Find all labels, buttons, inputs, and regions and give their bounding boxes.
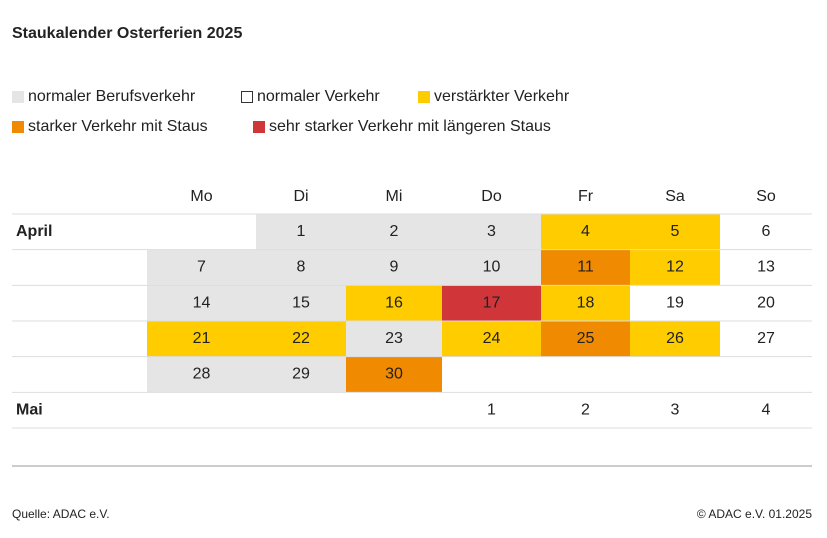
day-number: 19 — [666, 294, 684, 311]
day-number: 13 — [757, 259, 775, 276]
day-number: 9 — [390, 259, 399, 276]
day-number: 26 — [666, 330, 684, 347]
day-cell — [346, 321, 442, 357]
month-label: April — [16, 223, 52, 240]
day-cell — [256, 321, 346, 357]
day-cell — [256, 356, 346, 393]
day-number: 6 — [762, 223, 771, 240]
day-number: 25 — [577, 330, 595, 347]
day-number: 4 — [762, 401, 771, 418]
weekday-header: Di — [293, 188, 308, 205]
day-cell — [256, 214, 346, 250]
day-cell — [541, 249, 630, 286]
day-number: 5 — [671, 223, 680, 240]
day-cell — [442, 214, 541, 250]
day-cell — [442, 249, 541, 286]
source: Quelle: ADAC e.V. — [12, 507, 110, 521]
day-number: 21 — [193, 330, 211, 347]
day-number: 17 — [483, 294, 501, 311]
day-cell — [720, 285, 812, 322]
day-number: 27 — [757, 330, 775, 347]
day-number: 1 — [487, 401, 496, 418]
weekday-header: Do — [481, 188, 502, 205]
day-cell — [630, 321, 720, 357]
day-cell — [541, 392, 630, 429]
day-cell — [147, 356, 256, 393]
day-cell — [256, 285, 346, 322]
legend-swatch — [12, 121, 24, 133]
day-number: 4 — [581, 223, 590, 240]
day-number: 7 — [197, 259, 206, 276]
day-cell — [630, 214, 720, 250]
day-number: 11 — [577, 259, 594, 276]
day-cell — [346, 214, 442, 250]
day-number: 23 — [385, 330, 403, 347]
day-number: 28 — [193, 366, 211, 383]
legend-swatch — [418, 91, 430, 103]
day-cell — [442, 285, 541, 322]
day-cell — [346, 249, 442, 286]
day-cell — [720, 249, 812, 286]
day-cell — [147, 321, 256, 357]
day-cell — [541, 214, 630, 250]
weekday-header: Mi — [386, 188, 403, 205]
day-number: 30 — [385, 366, 403, 383]
day-cell — [720, 392, 812, 429]
day-cell — [720, 321, 812, 357]
month-label: Mai — [16, 401, 43, 418]
legend-label: sehr starker Verkehr mit längeren Staus — [269, 118, 551, 135]
day-number: 3 — [487, 223, 496, 240]
weekday-header: Sa — [665, 188, 685, 205]
day-cell — [541, 285, 630, 322]
day-number: 2 — [581, 401, 590, 418]
weekday-header: So — [756, 188, 776, 205]
legend-label: normaler Berufsverkehr — [28, 88, 196, 105]
day-number: 12 — [666, 259, 684, 276]
legend-label: normaler Verkehr — [257, 88, 380, 105]
legend-swatch — [253, 121, 265, 133]
day-cell — [346, 356, 442, 393]
day-cell — [541, 321, 630, 357]
day-cell — [346, 285, 442, 322]
legend-label: verstärkter Verkehr — [434, 88, 570, 105]
day-cell — [147, 285, 256, 322]
legend-swatch — [241, 91, 253, 103]
day-number: 8 — [297, 259, 306, 276]
day-cell — [442, 321, 541, 357]
legend-label: starker Verkehr mit Staus — [28, 118, 208, 135]
title: Staukalender Osterferien 2025 — [12, 25, 242, 42]
day-cell — [442, 392, 541, 429]
day-number: 18 — [577, 294, 595, 311]
weekday-header: Fr — [578, 188, 594, 205]
day-cell — [630, 285, 720, 322]
day-cell — [630, 249, 720, 286]
day-cell — [147, 249, 256, 286]
day-cell — [720, 214, 812, 250]
copyright: © ADAC e.V. 01.2025 — [697, 507, 812, 521]
day-number: 2 — [390, 223, 399, 240]
day-number: 10 — [483, 259, 501, 276]
day-number: 3 — [671, 401, 680, 418]
weekday-header: Mo — [190, 188, 212, 205]
day-number: 14 — [193, 294, 211, 311]
day-cell — [630, 392, 720, 429]
day-number: 20 — [757, 294, 775, 311]
day-number: 24 — [483, 330, 501, 347]
day-number: 22 — [292, 330, 310, 347]
day-number: 15 — [292, 294, 310, 311]
legend-swatch — [12, 91, 24, 103]
day-number: 29 — [292, 366, 310, 383]
day-number: 1 — [297, 223, 306, 240]
day-cell — [256, 249, 346, 286]
day-number: 16 — [385, 294, 403, 311]
